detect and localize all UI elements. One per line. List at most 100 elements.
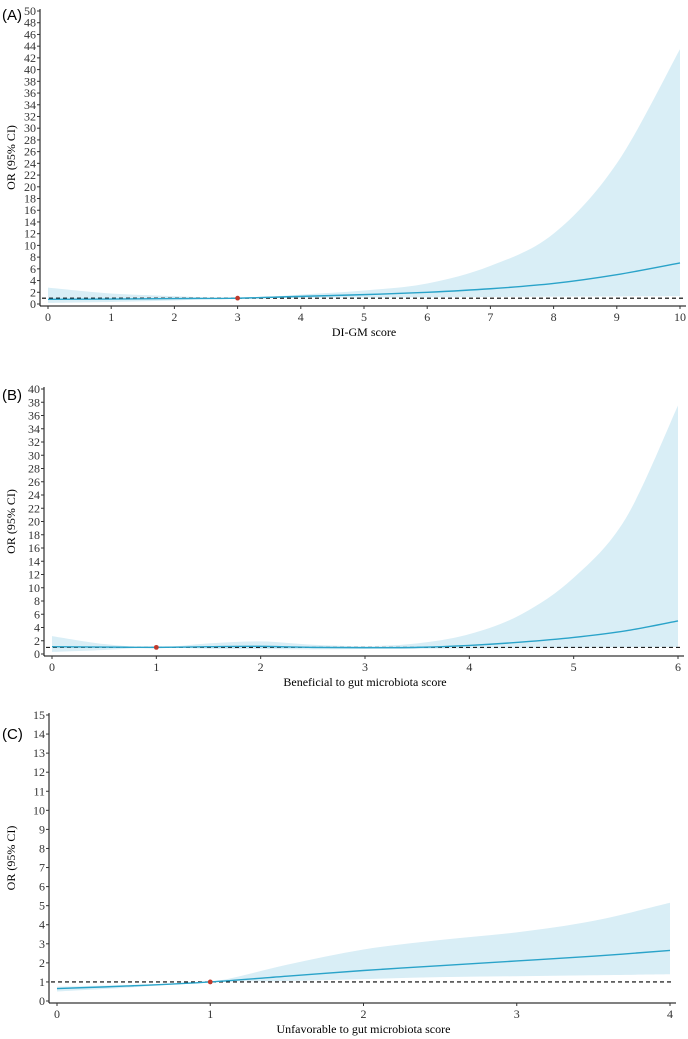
y-tick-label: 8: [34, 594, 40, 608]
x-tick-label: 5: [571, 660, 577, 674]
y-tick-label: 8: [39, 841, 45, 855]
x-tick-label: 2: [171, 310, 177, 324]
y-tick-label: 2: [30, 285, 36, 299]
confidence-band: [57, 902, 670, 992]
y-tick-label: 40: [24, 63, 36, 77]
y-tick-label: 22: [24, 168, 36, 182]
y-tick-label: 32: [24, 109, 36, 123]
x-tick-label: 6: [424, 310, 430, 324]
x-tick-label: 4: [667, 1007, 673, 1021]
y-tick-label: 1: [39, 975, 45, 989]
y-tick-label: 7: [39, 861, 45, 875]
y-axis-title: OR (95% CI): [4, 826, 18, 891]
reference-point: [235, 295, 241, 301]
y-tick-label: 2: [39, 956, 45, 970]
y-tick-label: 30: [28, 448, 40, 462]
chart-panel-1: (A)0246810121416182022242628303234363840…: [2, 4, 686, 339]
y-tick-label: 4: [34, 621, 40, 635]
y-tick-label: 38: [28, 395, 40, 409]
panel-label: (A): [2, 7, 22, 24]
y-tick-label: 24: [24, 156, 36, 170]
y-tick-label: 16: [24, 203, 36, 217]
x-tick-label: 3: [362, 660, 368, 674]
y-tick-label: 20: [28, 515, 40, 529]
panel-label: (B): [2, 387, 22, 404]
confidence-band: [48, 49, 680, 303]
x-tick-label: 3: [514, 1007, 520, 1021]
y-axis-title: OR (95% CI): [4, 125, 18, 190]
panel-label: (C): [2, 726, 23, 743]
y-tick-label: 20: [24, 180, 36, 194]
x-axis-title: Unfavorable to gut microbiota score: [277, 1022, 451, 1036]
y-tick-label: 4: [39, 918, 45, 932]
y-tick-label: 34: [28, 422, 40, 436]
x-tick-label: 1: [153, 660, 159, 674]
y-tick-label: 48: [24, 16, 36, 30]
chart-panel-2: (B)0246810121416182022242628303234363840…: [2, 382, 684, 689]
y-tick-label: 50: [24, 4, 36, 18]
y-tick-label: 0: [34, 647, 40, 661]
y-tick-label: 26: [24, 145, 36, 159]
y-tick-label: 5: [39, 899, 45, 913]
y-axis-title: OR (95% CI): [4, 489, 18, 554]
y-tick-label: 24: [28, 488, 40, 502]
y-tick-label: 12: [33, 765, 45, 779]
confidence-band: [52, 405, 678, 653]
x-tick-label: 7: [487, 310, 493, 324]
x-axis-title: DI-GM score: [332, 325, 396, 339]
x-tick-label: 6: [675, 660, 681, 674]
y-tick-label: 3: [39, 937, 45, 951]
x-tick-label: 4: [298, 310, 304, 324]
x-tick-label: 1: [207, 1007, 213, 1021]
y-tick-label: 14: [33, 727, 45, 741]
y-tick-label: 32: [28, 435, 40, 449]
x-tick-label: 0: [49, 660, 55, 674]
y-tick-label: 44: [24, 39, 36, 53]
x-tick-label: 10: [674, 310, 686, 324]
y-tick-label: 13: [33, 746, 45, 760]
y-tick-label: 2: [34, 634, 40, 648]
y-tick-label: 16: [28, 541, 40, 555]
or-curve: [47, 262, 681, 301]
y-tick-label: 10: [28, 581, 40, 595]
y-tick-label: 36: [24, 86, 36, 100]
x-tick-label: 2: [258, 660, 264, 674]
y-tick-label: 28: [28, 462, 40, 476]
x-axis-title: Beneficial to gut microbiota score: [283, 675, 446, 689]
x-tick-label: 2: [361, 1007, 367, 1021]
reference-point: [207, 979, 213, 985]
y-tick-label: 0: [39, 994, 45, 1008]
y-tick-label: 18: [28, 528, 40, 542]
y-tick-label: 12: [24, 227, 36, 241]
y-tick-label: 12: [28, 568, 40, 582]
y-tick-label: 18: [24, 192, 36, 206]
y-tick-label: 9: [39, 822, 45, 836]
y-tick-label: 40: [28, 382, 40, 396]
y-tick-label: 4: [30, 274, 36, 288]
y-tick-label: 6: [30, 262, 36, 276]
y-tick-label: 22: [28, 501, 40, 515]
x-tick-label: 1: [108, 310, 114, 324]
y-tick-label: 38: [24, 74, 36, 88]
y-tick-label: 6: [39, 880, 45, 894]
reference-point: [153, 644, 159, 650]
y-tick-label: 11: [33, 784, 45, 798]
y-tick-label: 14: [24, 215, 36, 229]
y-tick-label: 30: [24, 121, 36, 135]
y-tick-label: 26: [28, 475, 40, 489]
y-tick-label: 34: [24, 98, 36, 112]
y-tick-label: 28: [24, 133, 36, 147]
x-tick-label: 3: [235, 310, 241, 324]
y-tick-label: 14: [28, 554, 40, 568]
x-tick-label: 8: [551, 310, 557, 324]
y-tick-label: 42: [24, 51, 36, 65]
or-curve: [56, 949, 671, 990]
y-tick-label: 36: [28, 409, 40, 423]
y-tick-label: 8: [30, 250, 36, 264]
y-tick-label: 10: [24, 238, 36, 252]
x-tick-label: 0: [54, 1007, 60, 1021]
y-tick-label: 10: [33, 803, 45, 817]
y-tick-label: 0: [30, 297, 36, 311]
